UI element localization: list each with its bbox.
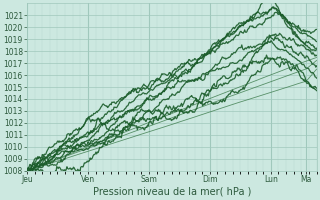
- X-axis label: Pression niveau de la mer( hPa ): Pression niveau de la mer( hPa ): [92, 187, 251, 197]
